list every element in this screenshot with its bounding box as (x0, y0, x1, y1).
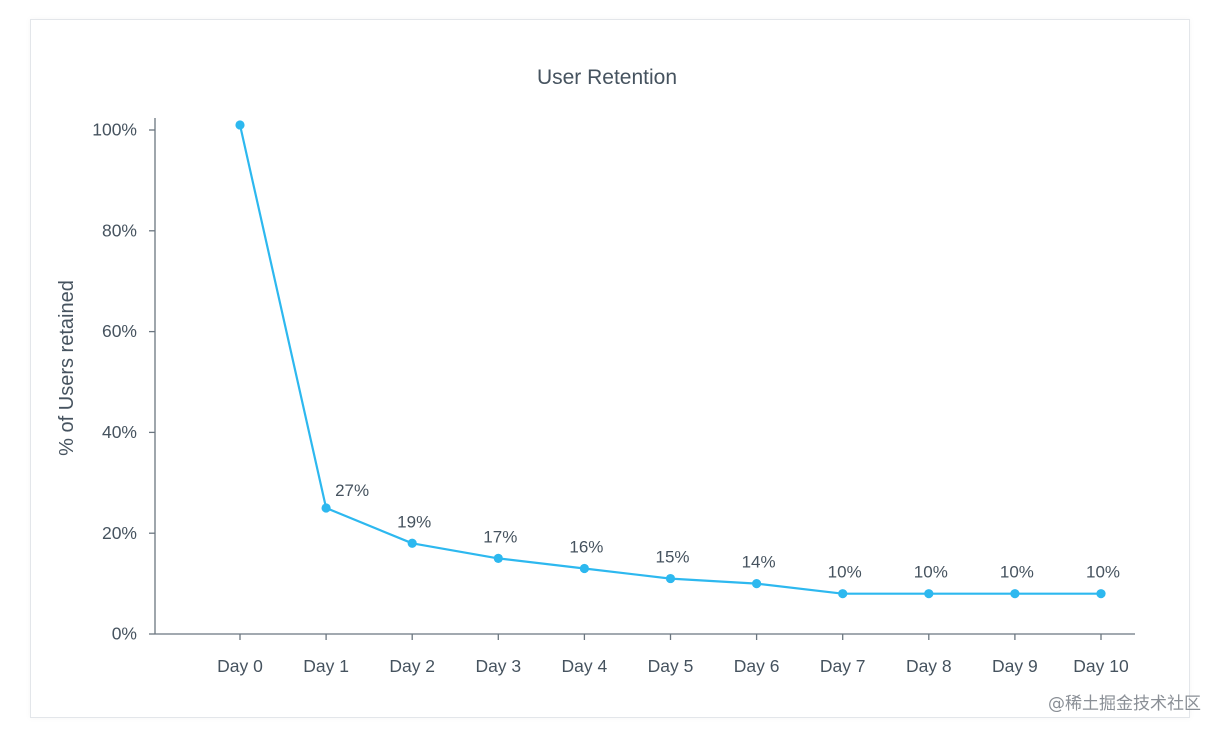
data-label: 10% (1086, 563, 1120, 582)
data-label: 10% (914, 563, 948, 582)
data-label: 15% (655, 548, 689, 567)
data-point (665, 573, 676, 584)
data-point (493, 553, 503, 564)
data-point (838, 589, 848, 599)
x-tick-labels: Day 0 Day 1 Day 2 Day 3 Day 4 Day 5 Day 6 Day 7… (217, 634, 1129, 676)
data-label: 10% (1000, 563, 1034, 582)
chart-title: User Retention (537, 66, 677, 89)
y-tick-label: 20% (102, 523, 137, 543)
x-tick-label: Day 3 (475, 656, 521, 676)
y-tick-label: 80% (102, 220, 137, 240)
axes (154, 118, 1135, 635)
x-tick-label: Day 10 (1073, 656, 1129, 676)
x-tick-label: Day 9 (992, 656, 1038, 676)
data-point (321, 503, 331, 513)
y-tick-label: 60% (102, 321, 137, 341)
y-tick-label: 0% (112, 624, 137, 644)
data-label: 17% (483, 527, 517, 546)
series-line (238, 124, 1101, 595)
data-label: 16% (569, 537, 603, 556)
chart-frame (30, 19, 1190, 718)
data-labels: 27% 19% 17% 16% 15% 14% 10% 10% 10% 10% (335, 481, 1120, 582)
x-tick-label: Day 5 (648, 656, 694, 676)
y-tick-labels: 0% 20% 40% 60% 80% 100% (92, 120, 155, 644)
x-tick-label: Day 1 (303, 656, 349, 676)
data-label: 19% (397, 512, 431, 531)
data-label: 14% (742, 553, 776, 572)
watermark: @稀土掘金技术社区 (1048, 694, 1201, 714)
data-point (579, 563, 590, 574)
data-label: 27% (335, 481, 369, 500)
data-point (924, 589, 934, 599)
x-tick-label: Day 0 (217, 656, 263, 676)
x-tick-label: Day 8 (906, 656, 952, 676)
x-tick-label: Day 4 (562, 656, 608, 676)
y-tick-label: 100% (92, 120, 137, 140)
x-tick-label: Day 6 (734, 656, 780, 676)
x-tick-label: Day 7 (820, 656, 866, 676)
data-point (1096, 589, 1106, 599)
y-tick-label: 40% (102, 422, 137, 442)
data-point (407, 538, 417, 548)
data-point (235, 120, 245, 130)
series-retention (235, 120, 1106, 599)
data-label: 10% (828, 563, 862, 582)
data-point (752, 579, 762, 589)
x-tick-label: Day 2 (389, 656, 435, 676)
y-axis-label: % of Users retained (56, 280, 78, 456)
data-point (1010, 589, 1020, 599)
